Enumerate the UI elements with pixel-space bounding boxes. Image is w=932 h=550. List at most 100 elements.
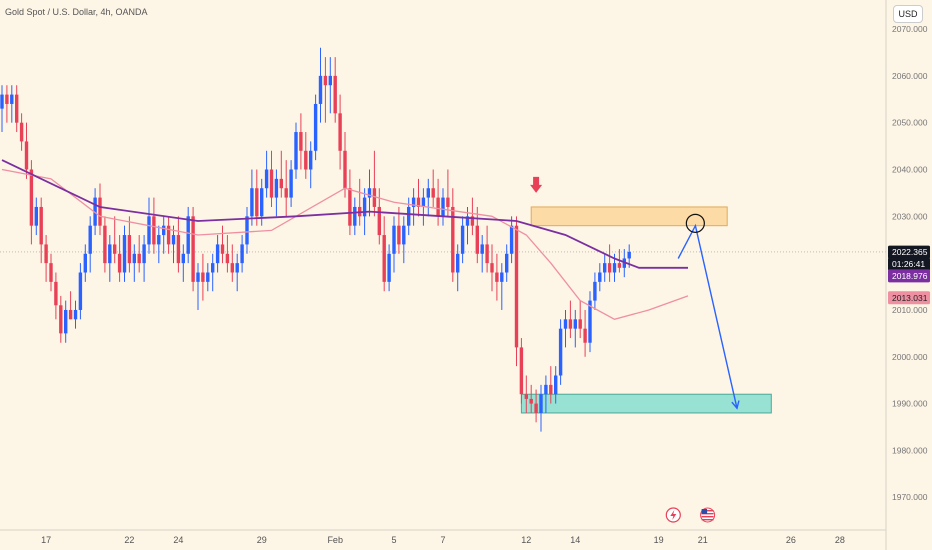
flag-icon-stripe [701, 513, 714, 515]
candle [490, 244, 494, 292]
candle [353, 197, 357, 236]
candle-body [568, 319, 573, 329]
candle [568, 300, 573, 339]
candle-body [558, 328, 563, 376]
candle [73, 300, 78, 329]
candle-body [519, 347, 524, 395]
candle [436, 178, 440, 226]
candle [137, 235, 141, 273]
candle [15, 85, 19, 133]
candle-body [274, 178, 279, 198]
flag-icon-stripe [701, 510, 714, 512]
x-tick-label: 19 [654, 535, 664, 545]
candle [240, 235, 244, 273]
candle-body [500, 272, 504, 282]
candle [284, 160, 288, 217]
candle [196, 263, 200, 310]
candle [495, 253, 499, 301]
candle [49, 253, 53, 292]
price-label-bg [888, 245, 930, 259]
candle-body [176, 235, 181, 264]
candle-body [407, 206, 411, 226]
projection-arrowhead [731, 400, 740, 410]
candle [603, 253, 607, 282]
candle [411, 188, 416, 226]
candle-body [603, 263, 607, 273]
price-label: 01:26:41 [888, 257, 930, 271]
candles-layer [0, 47, 631, 432]
candle [328, 57, 332, 114]
candle-body [137, 253, 141, 264]
x-tick-label: 12 [521, 535, 531, 545]
ma-slow-line [1, 159, 688, 269]
candle [519, 338, 524, 404]
candle [44, 235, 48, 282]
candle [113, 216, 117, 264]
candle [509, 216, 514, 264]
price-label: 2022.365 [888, 245, 930, 259]
candle-body [122, 235, 127, 273]
price-label-bg [888, 291, 930, 305]
candle-body [279, 178, 283, 189]
price-label-text: 2018.976 [892, 271, 928, 281]
candle-body [240, 244, 244, 264]
candle-body [127, 235, 132, 264]
candle [117, 235, 122, 282]
candle-body [480, 244, 484, 254]
candle [299, 113, 303, 170]
candle-body [451, 206, 455, 273]
x-tick-label: Feb [327, 535, 343, 545]
candle-body [475, 225, 479, 254]
candle-body [83, 253, 87, 273]
candle-body [338, 113, 342, 151]
candle [122, 225, 127, 282]
candle [446, 169, 450, 217]
y-tick-label: 2000.000 [892, 352, 928, 362]
candle [304, 132, 308, 179]
candle [211, 253, 215, 292]
x-tick-label: 24 [173, 535, 183, 545]
candle [456, 244, 460, 292]
x-tick-label: 17 [41, 535, 51, 545]
candle-body [446, 197, 450, 207]
candle [534, 389, 538, 423]
candle-body [5, 94, 9, 104]
candle [348, 169, 352, 236]
candle-body [235, 263, 239, 273]
candle-body [343, 150, 347, 189]
candle-body [294, 132, 298, 170]
candle [451, 188, 455, 282]
candle [333, 57, 337, 123]
candle [166, 216, 171, 254]
candle-body [49, 263, 53, 282]
x-tick-label: 14 [570, 535, 580, 545]
currency-button[interactable]: USD [893, 5, 923, 23]
candle [83, 244, 87, 282]
candle-body [416, 197, 421, 207]
candle [583, 309, 587, 357]
projection-path [677, 223, 738, 409]
candle [235, 253, 239, 292]
candle [269, 150, 274, 207]
candle-body [103, 225, 107, 264]
candle [108, 235, 112, 282]
candle-body [544, 384, 548, 395]
candle [524, 375, 528, 413]
circle-marker [685, 213, 705, 233]
candle [255, 169, 259, 226]
candle [19, 113, 24, 151]
candle-body [402, 225, 406, 245]
candle-body [191, 216, 195, 282]
candle [313, 94, 318, 161]
candle [186, 206, 190, 264]
candle-body [15, 94, 19, 123]
candle-body [470, 216, 475, 226]
candle-body [181, 253, 185, 264]
candle-body [348, 188, 352, 226]
candle-body [44, 244, 48, 264]
candle [480, 235, 484, 273]
candle-body [289, 169, 293, 198]
y-tick-label: 1990.000 [892, 399, 928, 409]
candle [402, 216, 406, 264]
